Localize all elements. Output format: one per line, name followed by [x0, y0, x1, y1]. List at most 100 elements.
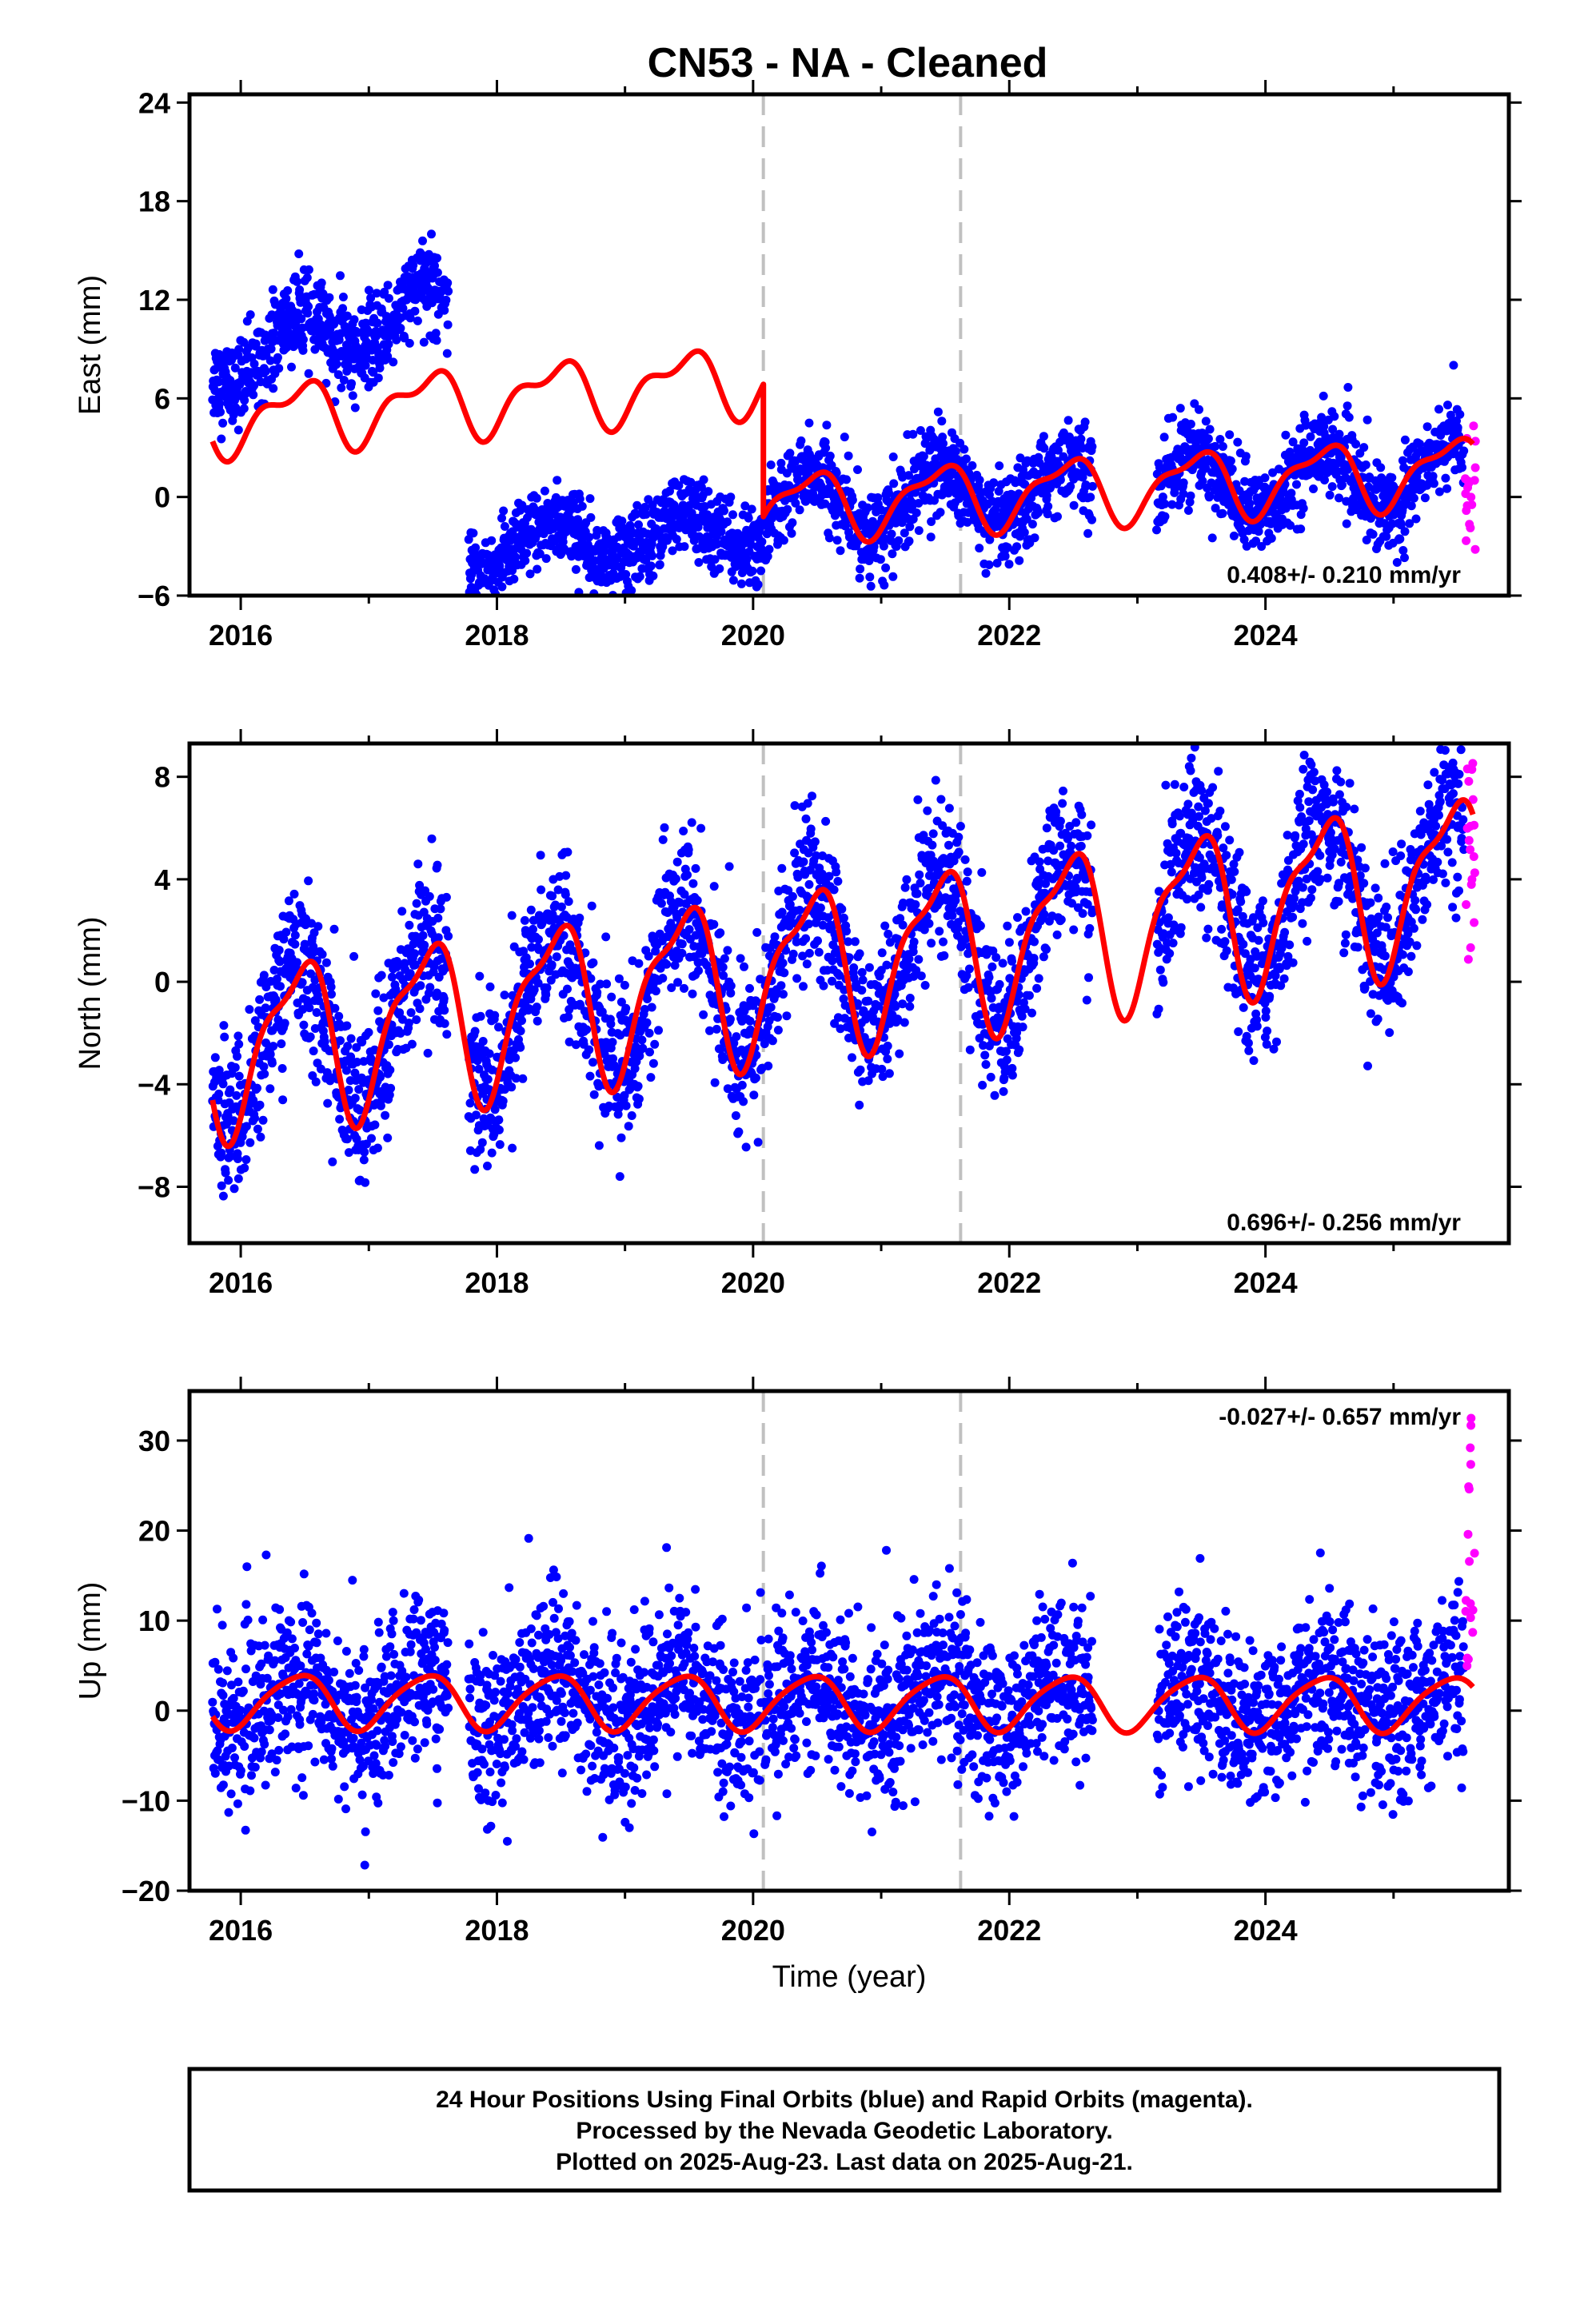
final-orbit-point [557, 903, 566, 911]
final-orbit-point [347, 1034, 356, 1043]
final-orbit-point [496, 1140, 505, 1149]
final-orbit-point [276, 982, 285, 991]
final-orbit-point [877, 1065, 886, 1074]
final-orbit-point [305, 369, 313, 378]
final-orbit-point [952, 447, 960, 456]
final-orbit-point [853, 465, 862, 474]
final-orbit-point [224, 1176, 233, 1185]
final-orbit-point [739, 1097, 748, 1106]
final-orbit-point [936, 795, 945, 803]
final-orbit-point [911, 900, 920, 909]
final-orbit-point [779, 959, 788, 967]
final-orbit-point [743, 555, 752, 564]
final-orbit-point [322, 959, 331, 967]
final-orbit-point [1088, 482, 1097, 491]
final-orbit-point [383, 1134, 392, 1142]
final-orbit-point [443, 278, 452, 287]
final-orbit-point [645, 1048, 654, 1057]
final-orbit-point [281, 294, 290, 303]
final-orbit-point [654, 1026, 663, 1034]
final-orbit-point [811, 837, 820, 846]
final-orbit-point [725, 862, 734, 871]
final-orbit-point [848, 496, 857, 504]
final-orbit-point [410, 949, 419, 958]
final-orbit-point [1202, 417, 1211, 425]
final-orbit-point [754, 580, 763, 589]
final-orbit-point [693, 896, 702, 905]
rapid-orbit-point [1466, 524, 1474, 532]
final-orbit-point [856, 564, 864, 573]
final-orbit-point [723, 517, 732, 526]
final-orbit-point [527, 906, 536, 915]
final-orbit-point [719, 963, 728, 971]
final-orbit-point [700, 476, 708, 484]
final-orbit-point [840, 433, 849, 441]
final-orbit-point [563, 847, 572, 856]
final-orbit-point [293, 958, 301, 967]
final-orbit-point [678, 939, 687, 948]
final-orbit-point [885, 1069, 894, 1078]
final-orbit-point [756, 567, 765, 576]
final-orbit-point [807, 824, 816, 833]
final-orbit-point [914, 955, 923, 964]
final-orbit-point [334, 1012, 343, 1021]
final-orbit-point [937, 417, 946, 425]
final-orbit-point [771, 932, 780, 941]
final-orbit-point [659, 835, 668, 844]
final-orbit-point [774, 1026, 783, 1034]
final-orbit-point [842, 927, 851, 935]
final-orbit-point [217, 435, 225, 444]
final-orbit-point [265, 1084, 274, 1093]
final-orbit-point [497, 514, 506, 523]
final-orbit-point [648, 1003, 656, 1012]
final-orbit-point [910, 938, 919, 947]
final-orbit-point [240, 405, 249, 413]
final-orbit-point [299, 346, 308, 355]
final-orbit-point [260, 971, 269, 979]
final-orbit-point [269, 384, 277, 393]
final-orbit-point [989, 478, 998, 487]
final-orbit-point [1458, 463, 1466, 472]
final-orbit-point [471, 1027, 480, 1036]
final-orbit-point [318, 950, 327, 959]
final-orbit-point [397, 907, 406, 915]
final-orbit-point [1081, 417, 1090, 426]
final-orbit-point [944, 841, 953, 850]
final-orbit-point [964, 867, 972, 876]
final-orbit-point [497, 583, 506, 592]
final-orbit-point [543, 983, 552, 992]
rapid-orbit-point [1469, 421, 1478, 430]
final-orbit-point [343, 1042, 352, 1050]
final-orbit-point [290, 940, 299, 949]
final-orbit-point [928, 841, 936, 850]
final-orbit-point [1206, 425, 1215, 434]
final-orbit-point [820, 982, 828, 991]
final-orbit-point [672, 535, 681, 544]
final-orbit-point [688, 879, 697, 888]
final-orbit-point [277, 1039, 285, 1048]
final-orbit-point [290, 890, 299, 899]
y-tick-label: 6 [154, 382, 170, 415]
final-orbit-point [427, 229, 436, 238]
final-orbit-point [962, 455, 971, 464]
final-orbit-point [956, 822, 965, 831]
final-orbit-point [883, 1054, 892, 1063]
final-orbit-point [1008, 1071, 1017, 1080]
final-orbit-point [1362, 460, 1371, 469]
final-orbit-point [929, 829, 938, 838]
final-orbit-point [799, 982, 808, 991]
final-orbit-point [680, 984, 688, 993]
final-orbit-point [602, 979, 611, 988]
final-orbit-point [299, 1021, 308, 1030]
final-orbit-point [748, 504, 756, 513]
final-orbit-point [234, 425, 243, 434]
final-orbit-point [1015, 1046, 1023, 1054]
final-orbit-point [440, 995, 449, 1003]
final-orbit-point [805, 419, 814, 428]
final-orbit-point [607, 993, 616, 1002]
final-orbit-point [889, 452, 898, 461]
final-orbit-point [259, 1116, 268, 1125]
final-orbit-point [683, 871, 692, 879]
